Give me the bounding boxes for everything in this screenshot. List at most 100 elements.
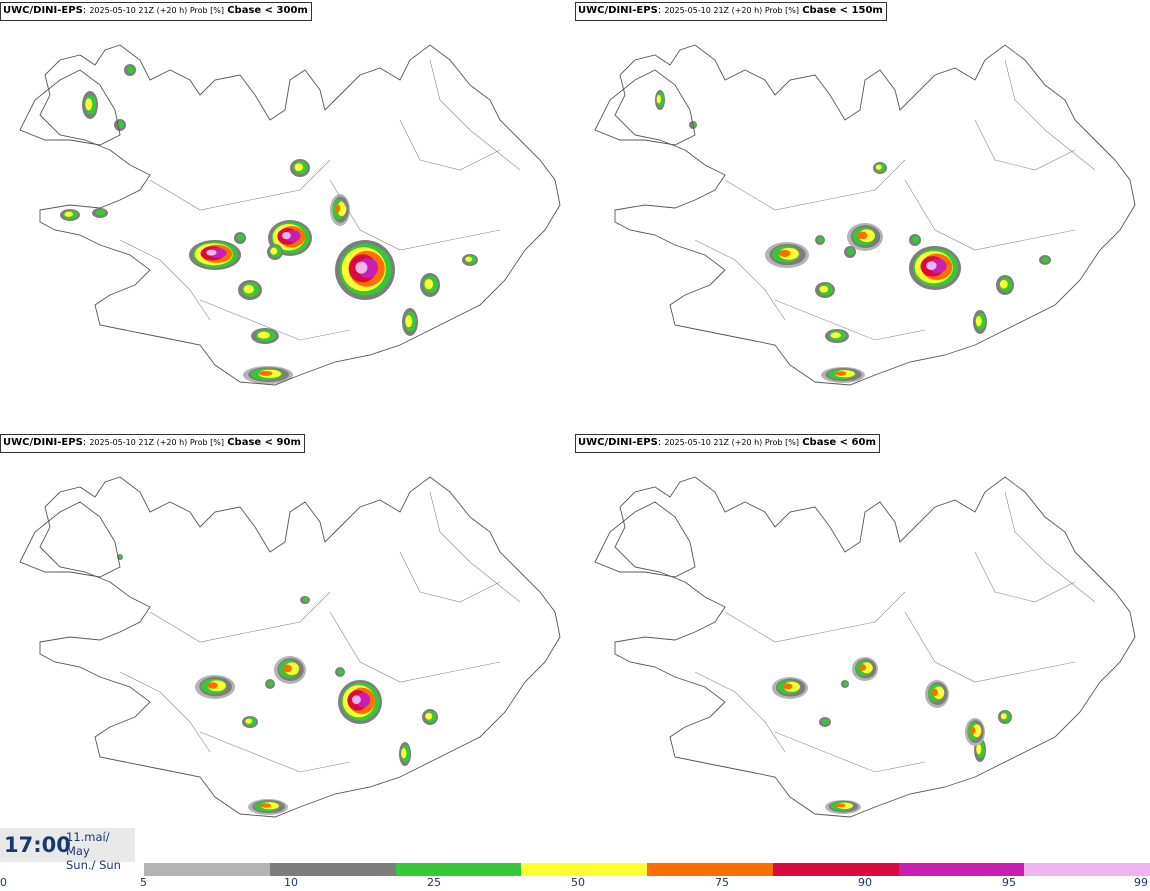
valid-time: 17:00 — [4, 833, 71, 857]
region-border — [329, 611, 501, 683]
coastline — [19, 501, 121, 578]
region-border — [724, 591, 906, 643]
coastline — [19, 69, 121, 146]
map-panel-90m: UWC/DINI-EPS: 2025-05-10 21Z (+20 h) Pro… — [0, 432, 575, 862]
map-panel-300m: UWC/DINI-EPS: 2025-05-10 21Z (+20 h) Pro… — [0, 0, 575, 430]
coastline — [594, 69, 696, 146]
probability-contour — [337, 201, 347, 217]
probability-contour — [85, 98, 93, 111]
legend-tick: 90 — [858, 876, 872, 889]
probability-contour — [260, 803, 272, 808]
region-border — [429, 59, 521, 171]
map-panel-150m: UWC/DINI-EPS: 2025-05-10 21Z (+20 h) Pro… — [575, 0, 1150, 430]
probability-contour — [337, 668, 344, 675]
region-border — [199, 731, 351, 773]
legend-swatch — [395, 863, 522, 876]
probability-contour — [835, 803, 846, 808]
region-border — [974, 119, 1076, 171]
probability-contour — [352, 695, 361, 704]
iceland-map — [19, 476, 561, 818]
probability-contour — [819, 285, 829, 293]
legend-tick: 75 — [715, 876, 729, 889]
probability-contour — [859, 664, 867, 671]
region-border — [119, 239, 211, 321]
probability-contour — [931, 688, 938, 697]
probability-contour — [976, 744, 982, 755]
probability-contour — [926, 261, 937, 270]
region-border — [974, 551, 1076, 603]
probability-contour — [972, 724, 982, 738]
model-name: UWC/DINI-EPS — [578, 437, 658, 448]
region-border — [199, 299, 351, 341]
legend-swatch — [647, 863, 773, 876]
region-border — [694, 671, 786, 753]
legend-swatch — [521, 863, 647, 876]
region-border — [149, 159, 331, 211]
probability-contour — [270, 247, 278, 255]
probability-contour — [401, 748, 407, 759]
region-border — [724, 159, 906, 211]
region-border — [329, 179, 501, 251]
probability-contour — [294, 163, 304, 172]
probability-contour — [95, 209, 106, 216]
probability-contour — [302, 597, 309, 602]
probability-contour — [237, 234, 245, 242]
probability-contour — [64, 211, 74, 217]
region-border — [1004, 59, 1096, 171]
probability-contour — [830, 332, 841, 339]
probability-contour — [267, 680, 274, 687]
region-border — [694, 239, 786, 321]
legend-tick: 95 — [1002, 876, 1016, 889]
legend-tick: 10 — [284, 876, 298, 889]
probability-contour — [207, 682, 219, 689]
probability-contour — [778, 249, 791, 257]
probability-contour — [817, 236, 824, 243]
probability-contour — [1042, 256, 1050, 263]
variable-label: Cbase < 60m — [802, 437, 876, 448]
probability-contour — [834, 371, 847, 376]
probability-contour — [257, 331, 270, 339]
legend-swatch — [269, 863, 396, 876]
legend-swatch — [144, 863, 270, 876]
panel-title: UWC/DINI-EPS: 2025-05-10 21Z (+20 h) Pro… — [575, 434, 880, 453]
iceland-map — [594, 476, 1136, 818]
panel-title: UWC/DINI-EPS: 2025-05-10 21Z (+20 h) Pro… — [0, 2, 312, 21]
variable-label: Cbase < 300m — [227, 5, 308, 16]
legend-swatch — [898, 863, 1025, 876]
panel-title: UWC/DINI-EPS: 2025-05-10 21Z (+20 h) Pro… — [0, 434, 305, 453]
coastline — [39, 44, 561, 386]
map-panel-60m: UWC/DINI-EPS: 2025-05-10 21Z (+20 h) Pro… — [575, 432, 1150, 862]
color-legend — [144, 863, 1150, 876]
probability-contour — [782, 683, 793, 690]
panel-title: UWC/DINI-EPS: 2025-05-10 21Z (+20 h) Pro… — [575, 2, 887, 21]
legend-tick: 25 — [427, 876, 441, 889]
region-border — [774, 731, 926, 773]
legend-tick: 0 — [0, 876, 7, 889]
probability-contour — [282, 232, 291, 240]
region-border — [429, 491, 521, 603]
legend-swatch — [772, 863, 899, 876]
probability-contour — [822, 718, 830, 725]
run-info: 2025-05-10 21Z (+20 h) Prob [%] — [664, 438, 800, 447]
date-label: 11.maí/ May — [66, 830, 110, 858]
coastline — [614, 476, 1136, 818]
probability-contour — [334, 204, 341, 213]
legend-tick: 50 — [571, 876, 585, 889]
probability-contour — [875, 164, 882, 170]
run-info: 2025-05-10 21Z (+20 h) Prob [%] — [89, 6, 225, 15]
probability-contour — [258, 370, 273, 376]
probability-contour — [245, 718, 253, 724]
probability-contour — [118, 554, 123, 559]
probability-contour — [425, 712, 433, 720]
valid-time-box: 17:00 11.maí/ May Sun./ Sun — [0, 828, 135, 872]
probability-contour — [355, 261, 368, 274]
region-border — [774, 299, 926, 341]
probability-contour — [969, 726, 976, 735]
probability-contour — [999, 279, 1008, 289]
region-border — [119, 671, 211, 753]
probability-contour — [843, 681, 848, 686]
probability-contour — [117, 121, 125, 129]
probability-contour — [127, 66, 135, 74]
iceland-map — [19, 44, 561, 386]
run-info: 2025-05-10 21Z (+20 h) Prob [%] — [89, 438, 225, 447]
